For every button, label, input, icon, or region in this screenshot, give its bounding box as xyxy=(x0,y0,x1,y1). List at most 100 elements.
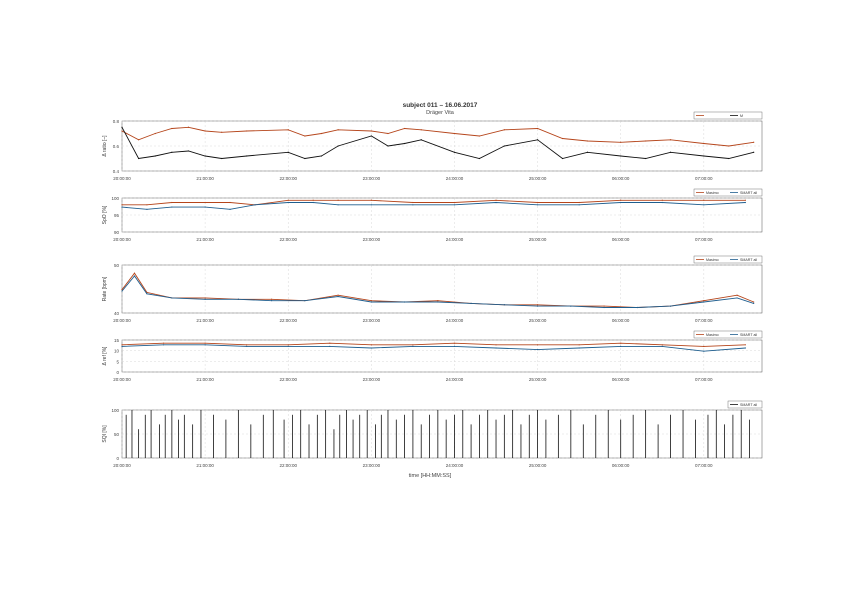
data-point xyxy=(133,272,136,274)
legend-box xyxy=(693,255,763,264)
x-tick-label: 06:00:00 xyxy=(612,318,630,323)
data-point xyxy=(154,155,156,157)
data-point xyxy=(162,344,165,346)
data-point xyxy=(254,204,256,206)
legend-label: SMART all xyxy=(740,403,757,407)
data-point xyxy=(387,132,389,135)
x-tick-label: 07:00:00 xyxy=(695,176,713,181)
x-tick-label: 25:00:00 xyxy=(529,176,547,181)
x-tick-label: 25:00:00 xyxy=(529,463,547,468)
data-point xyxy=(204,298,206,300)
data-point xyxy=(620,345,622,347)
data-point xyxy=(561,137,564,140)
data-point xyxy=(703,345,705,347)
y-axis-label: Δ ref [%] xyxy=(102,346,108,366)
data-point xyxy=(636,306,638,309)
data-point xyxy=(320,155,323,157)
x-tick-label: 06:00:00 xyxy=(612,237,630,242)
data-point xyxy=(403,127,406,130)
data-point xyxy=(337,145,339,147)
data-point xyxy=(412,345,414,347)
data-point xyxy=(320,132,323,135)
data-point xyxy=(578,347,580,349)
data-point xyxy=(578,344,580,346)
data-point xyxy=(620,141,622,143)
data-point xyxy=(744,199,746,201)
y-tick-label: 0 xyxy=(116,456,119,461)
panel-rate: 50 40 20:00:00 21:00:00 22:00:00 23:00:00 24:0… xyxy=(102,255,763,323)
legend-box xyxy=(693,188,763,197)
data-point xyxy=(661,345,663,347)
x-tick-label: 22:00:00 xyxy=(279,463,297,468)
y-tick-label: 0.6 xyxy=(113,144,120,149)
data-point xyxy=(221,157,223,160)
legend-label: SMART all xyxy=(740,191,757,195)
data-point xyxy=(736,297,738,299)
data-point xyxy=(728,145,730,147)
data-point xyxy=(287,201,289,204)
data-point xyxy=(204,344,206,346)
data-point xyxy=(620,155,622,157)
data-point xyxy=(645,157,647,160)
data-point xyxy=(121,290,123,292)
data-point xyxy=(403,142,406,145)
data-point xyxy=(603,306,605,309)
data-point xyxy=(171,127,173,130)
data-point xyxy=(744,344,746,346)
data-point xyxy=(121,206,123,208)
data-point xyxy=(661,344,663,346)
figure-subtitle: Dräger Vita xyxy=(426,110,454,116)
data-point xyxy=(470,302,472,304)
x-tick-label: 21:00:00 xyxy=(196,176,214,181)
data-point xyxy=(246,344,248,346)
data-point xyxy=(453,132,456,135)
data-point xyxy=(387,145,389,147)
data-point xyxy=(146,293,148,295)
x-tick-label: 22:00:00 xyxy=(279,318,297,323)
data-point xyxy=(337,295,339,298)
data-point xyxy=(138,157,140,160)
y-tick-label: 15 xyxy=(114,338,120,343)
legend: Masimo SMART all xyxy=(693,330,763,339)
data-point xyxy=(703,204,705,206)
data-point xyxy=(171,206,173,208)
data-point xyxy=(204,130,206,132)
data-point xyxy=(495,344,497,346)
data-point xyxy=(620,342,622,344)
data-point xyxy=(146,208,148,210)
legend-label: Masimo xyxy=(706,333,719,337)
y-tick-label: 95 xyxy=(114,213,120,218)
data-point xyxy=(204,201,206,204)
y-tick-label: 100 xyxy=(111,408,119,413)
x-tick-label: 21:00:00 xyxy=(196,237,214,242)
data-point xyxy=(154,132,156,135)
x-tick-label: 24:00:00 xyxy=(446,377,464,382)
data-point xyxy=(121,204,123,206)
data-point xyxy=(246,345,248,347)
data-point xyxy=(287,151,289,153)
data-point xyxy=(304,300,306,302)
data-point xyxy=(304,135,306,137)
data-point xyxy=(171,201,173,204)
series-line-orange xyxy=(121,126,754,147)
data-point xyxy=(370,204,372,206)
data-point xyxy=(204,155,206,157)
data-point xyxy=(536,349,539,351)
data-point xyxy=(453,204,456,206)
data-point xyxy=(503,304,505,306)
data-point xyxy=(453,342,456,344)
legend: Masimo SMART all xyxy=(693,255,763,264)
data-point xyxy=(412,201,414,204)
data-point xyxy=(645,140,647,142)
data-point xyxy=(437,301,439,303)
data-point xyxy=(570,305,572,307)
x-tick-label: 22:00:00 xyxy=(279,237,297,242)
data-point xyxy=(536,305,539,307)
data-point xyxy=(237,298,239,300)
data-point xyxy=(271,298,273,300)
data-point xyxy=(304,157,306,160)
x-tick-label: 25:00:00 xyxy=(529,377,547,382)
data-point xyxy=(620,201,622,204)
data-point xyxy=(162,342,165,344)
x-tick-label: 20:00:00 xyxy=(113,176,131,181)
